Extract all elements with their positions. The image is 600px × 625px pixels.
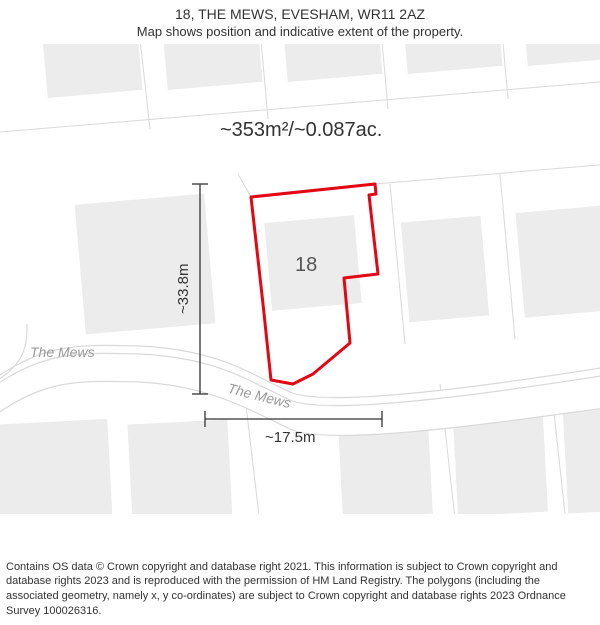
height-dimension-label: ~33.8m: [175, 264, 192, 314]
area-label: ~353m²/~0.087ac.: [220, 119, 382, 142]
property-address: 18, THE MEWS, EVESHAM, WR11 2AZ: [0, 6, 600, 22]
header: 18, THE MEWS, EVESHAM, WR11 2AZ Map show…: [0, 6, 600, 39]
map-description: Map shows position and indicative extent…: [0, 24, 600, 39]
road-name-1: The Mews: [30, 344, 95, 360]
map-area: ~353m²/~0.087ac. ~33.8m ~17.5m 18 The Me…: [0, 44, 600, 514]
width-dimension-label: ~17.5m: [265, 429, 315, 446]
property-map-card: 18, THE MEWS, EVESHAM, WR11 2AZ Map show…: [0, 0, 600, 625]
copyright-footer: Contains OS data © Crown copyright and d…: [6, 560, 594, 619]
house-number-label: 18: [295, 254, 317, 277]
